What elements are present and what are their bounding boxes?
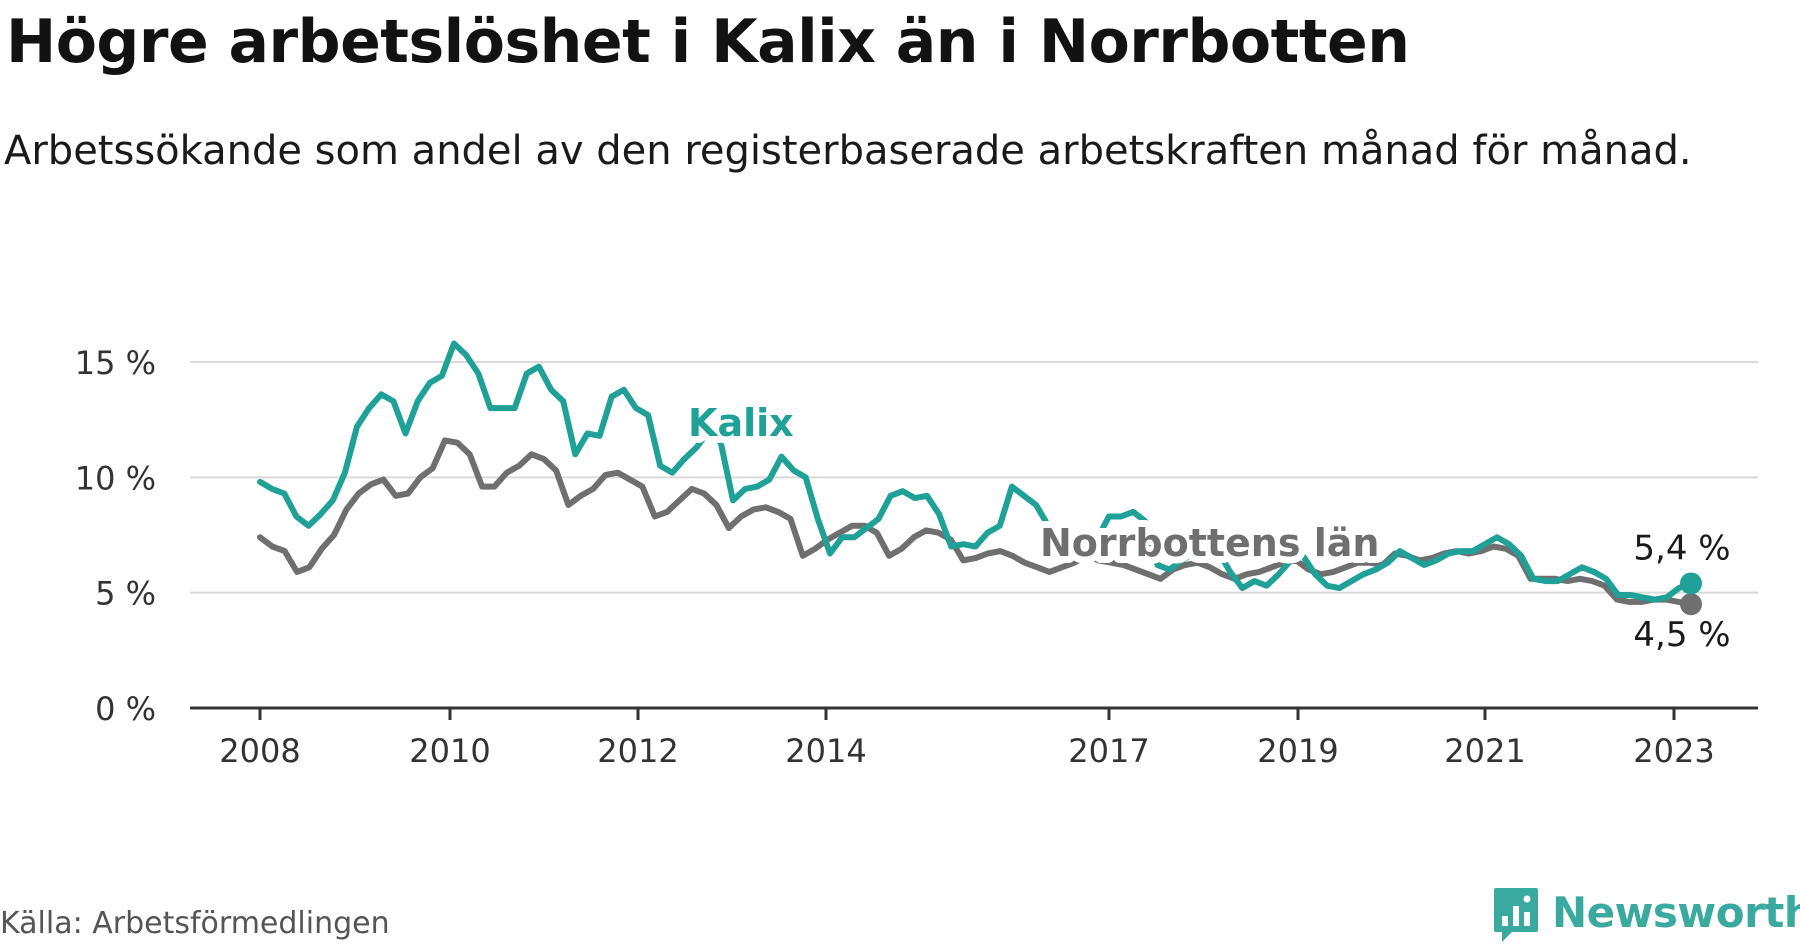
source-note: Källa: Arbetsförmedlingen (0, 906, 390, 941)
x-tick-label: 2008 (219, 732, 300, 770)
series-label-kalix: Kalix (688, 401, 794, 445)
x-tick-label: 2010 (409, 732, 490, 770)
x-tick-label: 2017 (1068, 732, 1149, 770)
x-tick-label: 2019 (1257, 732, 1338, 770)
series-lines (257, 340, 1702, 616)
series-line-kalix (257, 340, 1694, 603)
brand-name: Newsworthy (1552, 888, 1800, 937)
series-labels: Kalix Norrbottens län 5,4 % 4,5 % (681, 394, 1738, 662)
axis-ticks: 0 % 5 % 10 % 15 % 2008 2010 2012 2014 2017 2019 20… (75, 344, 1715, 770)
chart-title: Högre arbetslöshet i Kalix än i Norrbott… (6, 7, 1410, 77)
end-point-kalix (1680, 572, 1702, 595)
x-tick-label: 2012 (597, 732, 678, 770)
series-label-norrbotten: Norrbottens län (1040, 521, 1379, 565)
y-tick-label: 0 % (95, 690, 156, 728)
newsworthy-logo-icon (1494, 888, 1538, 942)
y-tick-label: 5 % (95, 575, 156, 613)
x-tick-label: 2014 (785, 732, 866, 770)
series-line-norrbotten (257, 437, 1694, 608)
end-label-kalix: 5,4 % (1633, 528, 1730, 568)
grid-lines (190, 361, 1758, 710)
y-tick-label: 10 % (75, 459, 156, 497)
end-point-norrbotten (1680, 593, 1702, 616)
end-label-norrbotten: 4,5 % (1633, 615, 1730, 655)
x-tick-label: 2021 (1444, 732, 1525, 770)
x-tick-label: 2023 (1633, 732, 1714, 770)
brand-logo[interactable]: Newsworthy (1492, 886, 1800, 946)
chart-subtitle: Arbetssökande som andel av den registerb… (4, 128, 1692, 174)
y-tick-label: 15 % (75, 344, 156, 382)
